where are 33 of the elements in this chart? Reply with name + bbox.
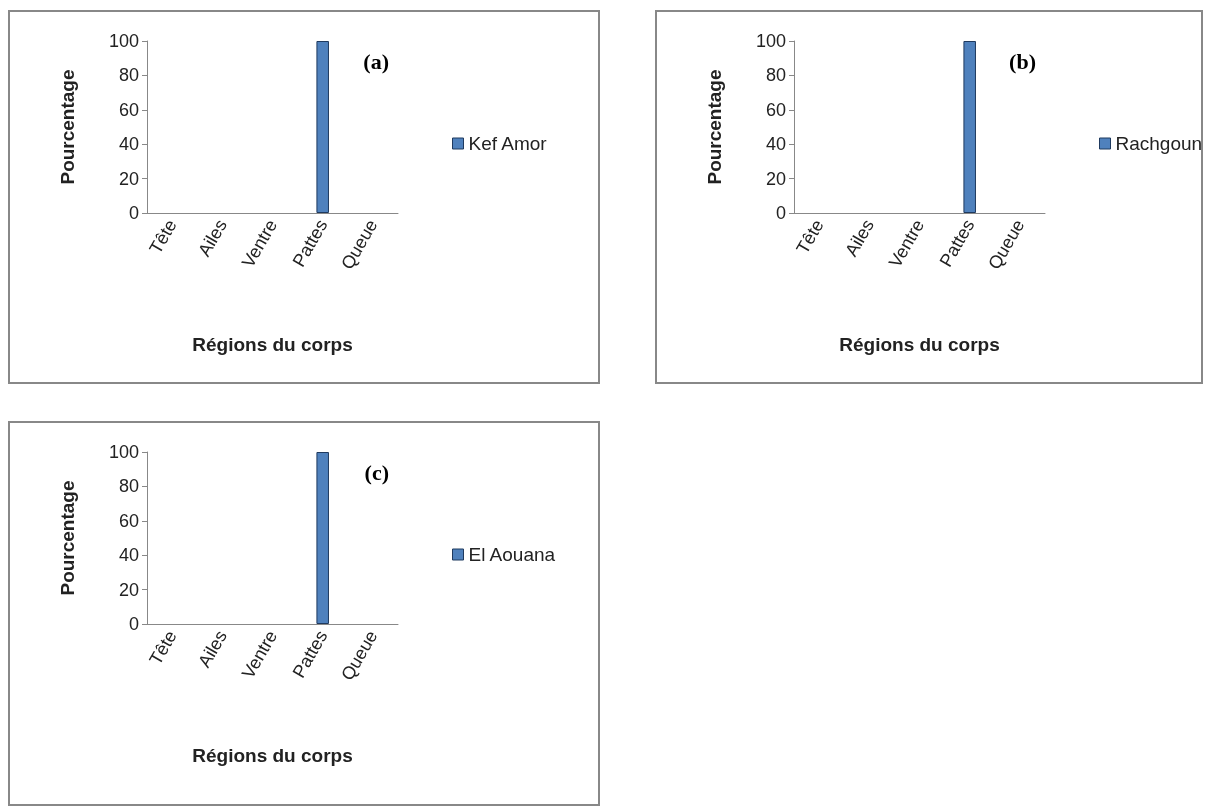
y-tick-label: 100 <box>108 31 139 51</box>
legend-label: El Aouana <box>468 544 556 565</box>
x-tick-label: Tête <box>145 216 181 258</box>
y-tick-label: 40 <box>765 134 786 155</box>
y-tick-label: 40 <box>118 545 139 566</box>
y-tick-label: 20 <box>765 168 786 189</box>
x-axis-title: Régions du corps <box>192 745 353 766</box>
y-tick-label: 80 <box>765 65 786 86</box>
y-tick-label: 20 <box>118 168 139 189</box>
y-tick-label: 60 <box>118 510 139 531</box>
y-axis-title: Pourcentage <box>57 480 78 596</box>
chart-title: (a) <box>363 48 389 74</box>
x-axis-title: Régions du corps <box>192 334 353 355</box>
chart-title: (b) <box>1009 48 1036 74</box>
y-tick-label: 80 <box>118 476 139 497</box>
x-tick-label: Tête <box>145 627 181 669</box>
y-tick-label: 0 <box>128 614 139 634</box>
y-tick-label: 40 <box>118 134 139 155</box>
y-tick-label: 0 <box>128 203 139 223</box>
y-tick-label: 0 <box>775 203 786 223</box>
y-tick-label: 100 <box>108 442 139 462</box>
y-tick-label: 100 <box>755 31 786 51</box>
y-tick-label: 60 <box>765 99 786 120</box>
y-tick-label: 20 <box>118 579 139 600</box>
y-tick-label: 60 <box>118 99 139 120</box>
x-axis-title: Régions du corps <box>839 334 1000 355</box>
y-axis-title: Pourcentage <box>704 69 725 185</box>
legend-label: Kef Amor <box>468 133 548 154</box>
legend-label: Rachgoun <box>1115 133 1203 154</box>
y-tick-label: 80 <box>118 65 139 86</box>
y-axis-title: Pourcentage <box>57 69 78 185</box>
chart-title: (c) <box>364 459 389 485</box>
x-tick-label: Tête <box>792 216 828 258</box>
